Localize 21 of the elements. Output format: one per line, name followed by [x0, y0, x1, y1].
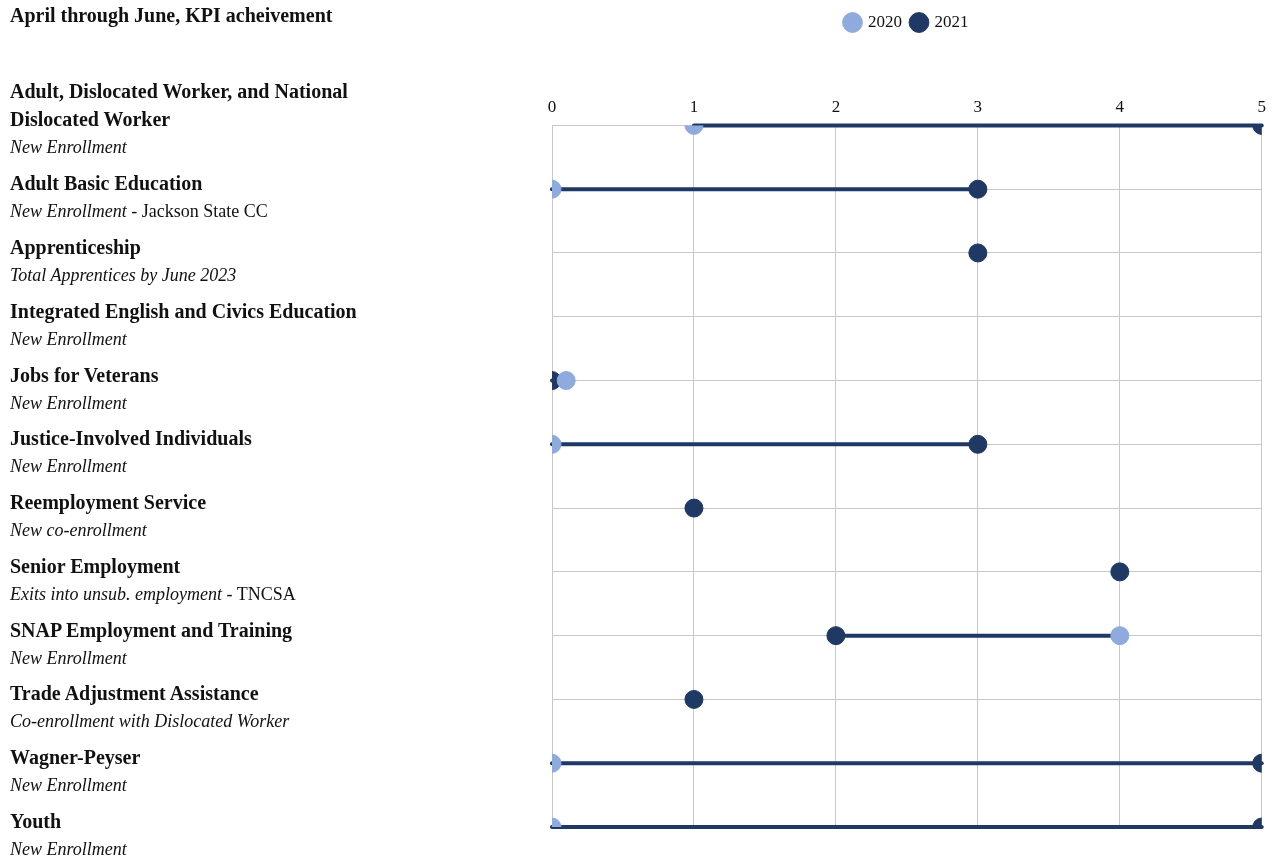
y-tick-label: Apprenticeship Total Apprentices by June 2023	[10, 234, 238, 285]
text: April through June, KPI acheivement	[10, 4, 333, 27]
legend-label: 2021	[934, 11, 969, 31]
y-tick-label: Jobs for Veterans New Enrollment	[10, 362, 160, 413]
x2-tick-label: 3	[973, 96, 983, 116]
x2-tick-label: 4	[1115, 96, 1125, 116]
y-tick-label: Trade Adjustment Assistance Co-enrollment with Dislocated Worker	[10, 681, 291, 732]
y-tick-label: Wagner-Peyser New Enrollment	[10, 745, 142, 796]
y-tick-label: SNAP Employment and Training New Enrollment	[10, 617, 294, 668]
x2-tick-label: 2	[831, 96, 841, 116]
y-tick-label: Reemployment Service New co-enrollment	[10, 490, 208, 541]
y-tick-label: Justice-Involved Individuals New Enrollment	[10, 426, 253, 477]
y-tick-label: Adult, Dislocated Worker, and National Dislocated Worker New Enrollment	[10, 79, 349, 158]
y-tick-label: Integrated English and Civics Education New Enrollment	[10, 298, 358, 349]
y-tick-label: Adult Basic Education New Enrollment - Jackson State CC	[10, 171, 269, 224]
legend-label: 2020	[868, 11, 902, 31]
x2-tick-label: 0	[547, 96, 557, 116]
y-tick-label: Youth New Enrollment	[10, 809, 128, 859]
y-tick-label: Senior Employment Exits into unsub. employment - TNCSA	[10, 553, 297, 606]
x2-tick-label: 1	[689, 96, 699, 116]
x2-tick-label: 5	[1257, 96, 1266, 116]
